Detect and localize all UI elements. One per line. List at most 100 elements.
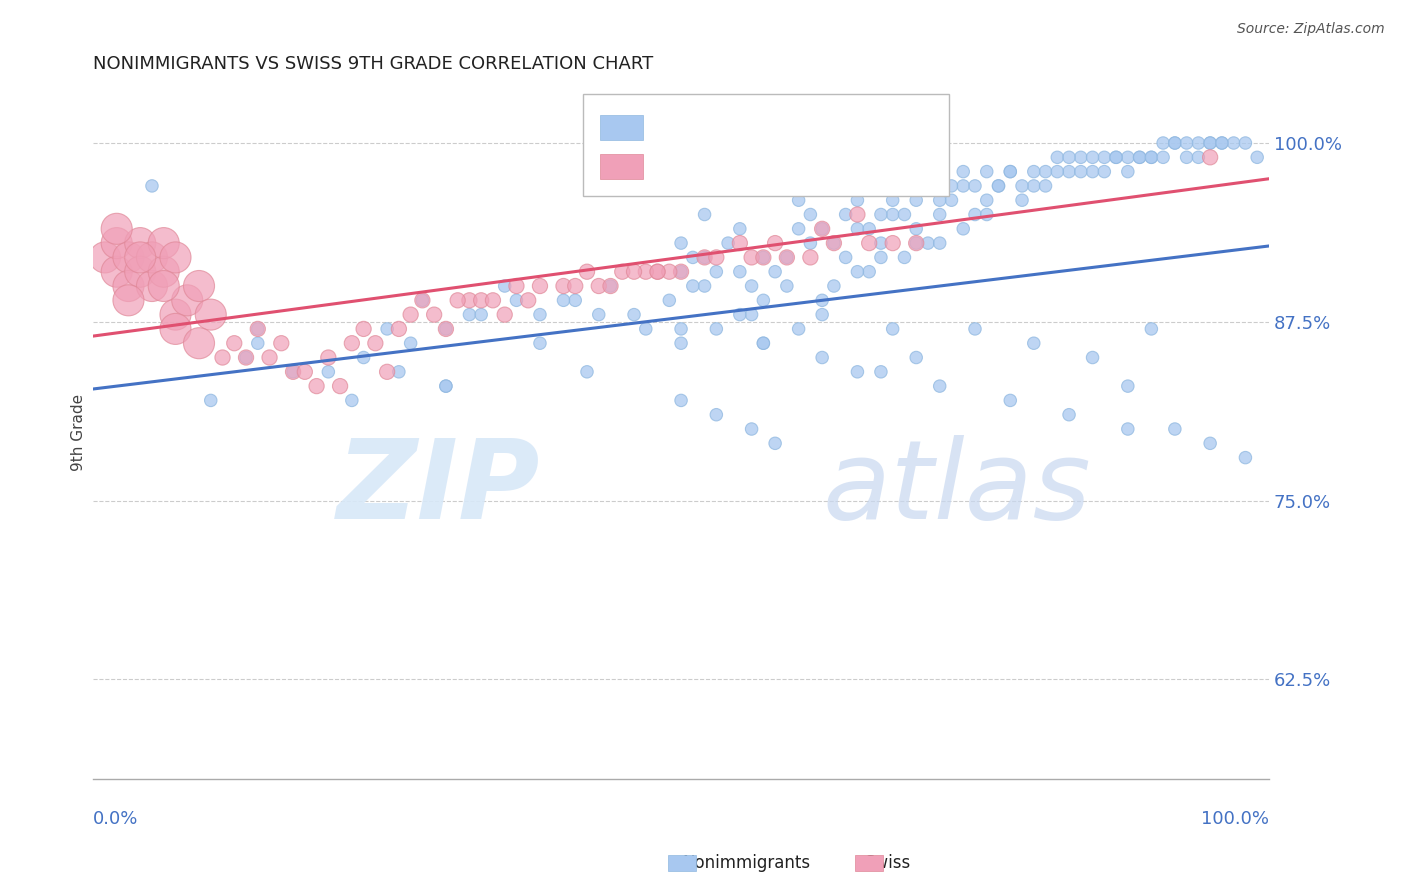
Point bbox=[281, 365, 304, 379]
Point bbox=[575, 265, 598, 279]
Point bbox=[1022, 178, 1045, 193]
Text: R =  0.132   N =  77: R = 0.132 N = 77 bbox=[654, 156, 865, 176]
Point bbox=[105, 265, 128, 279]
Point bbox=[870, 236, 893, 251]
Point bbox=[870, 207, 893, 221]
Point bbox=[1211, 136, 1233, 150]
Point bbox=[1116, 150, 1139, 164]
Point bbox=[1187, 136, 1209, 150]
Point bbox=[787, 322, 810, 336]
Point bbox=[846, 222, 869, 236]
Point bbox=[905, 236, 928, 251]
Point bbox=[152, 279, 174, 293]
Point bbox=[340, 393, 363, 408]
Point bbox=[963, 178, 986, 193]
Point bbox=[458, 308, 481, 322]
Point bbox=[976, 207, 998, 221]
Point bbox=[763, 436, 786, 450]
Point bbox=[129, 236, 152, 251]
Point bbox=[823, 279, 845, 293]
Point bbox=[482, 293, 505, 308]
Text: Swiss: Swiss bbox=[865, 854, 911, 871]
Point bbox=[1164, 136, 1187, 150]
Point bbox=[834, 251, 856, 265]
Point bbox=[647, 265, 669, 279]
Point bbox=[1000, 164, 1022, 178]
Point bbox=[941, 193, 963, 207]
Point bbox=[305, 379, 328, 393]
Point bbox=[517, 293, 540, 308]
Point bbox=[434, 379, 457, 393]
Point bbox=[259, 351, 281, 365]
Point bbox=[882, 207, 904, 221]
Point bbox=[1070, 150, 1092, 164]
Point bbox=[529, 308, 551, 322]
Point bbox=[963, 322, 986, 336]
Point bbox=[1187, 150, 1209, 164]
Point bbox=[200, 393, 222, 408]
Point bbox=[1046, 164, 1069, 178]
Point bbox=[141, 279, 163, 293]
Point bbox=[1199, 436, 1222, 450]
Point bbox=[741, 308, 763, 322]
Point bbox=[728, 308, 751, 322]
Point bbox=[246, 322, 269, 336]
Point bbox=[905, 351, 928, 365]
Point bbox=[235, 351, 257, 365]
Point bbox=[952, 222, 974, 236]
Point bbox=[811, 293, 834, 308]
Point bbox=[870, 365, 893, 379]
Point bbox=[1129, 150, 1152, 164]
Point bbox=[917, 236, 939, 251]
Point bbox=[200, 308, 222, 322]
Point bbox=[1140, 150, 1163, 164]
Point bbox=[717, 236, 740, 251]
Point bbox=[941, 178, 963, 193]
Point bbox=[682, 251, 704, 265]
Point bbox=[741, 422, 763, 436]
Point bbox=[693, 279, 716, 293]
Point bbox=[763, 236, 786, 251]
Point bbox=[129, 265, 152, 279]
Point bbox=[799, 251, 821, 265]
Point bbox=[1175, 150, 1198, 164]
Point bbox=[987, 178, 1010, 193]
Point bbox=[928, 379, 950, 393]
Point bbox=[1070, 164, 1092, 178]
Point bbox=[905, 236, 928, 251]
Point bbox=[846, 207, 869, 221]
Point bbox=[294, 365, 316, 379]
Point bbox=[669, 336, 692, 351]
Point bbox=[188, 336, 211, 351]
Point bbox=[588, 308, 610, 322]
Point bbox=[1211, 136, 1233, 150]
Point bbox=[905, 193, 928, 207]
Point bbox=[882, 193, 904, 207]
Point bbox=[529, 279, 551, 293]
Point bbox=[447, 293, 470, 308]
Point bbox=[752, 251, 775, 265]
Point bbox=[669, 393, 692, 408]
Point bbox=[211, 351, 233, 365]
Point bbox=[928, 193, 950, 207]
Point bbox=[811, 222, 834, 236]
Point bbox=[329, 379, 352, 393]
Point bbox=[658, 293, 681, 308]
Point bbox=[776, 251, 799, 265]
Point bbox=[882, 236, 904, 251]
Point bbox=[928, 236, 950, 251]
Point bbox=[1057, 408, 1080, 422]
Point bbox=[882, 322, 904, 336]
Point bbox=[470, 308, 492, 322]
Text: 0.0%: 0.0% bbox=[93, 810, 139, 828]
Point bbox=[658, 265, 681, 279]
Point bbox=[1057, 164, 1080, 178]
Point bbox=[623, 265, 645, 279]
Point bbox=[599, 279, 621, 293]
Point bbox=[152, 236, 174, 251]
Point bbox=[917, 178, 939, 193]
Point bbox=[823, 236, 845, 251]
Point bbox=[893, 251, 915, 265]
Point bbox=[704, 251, 727, 265]
Point bbox=[963, 207, 986, 221]
